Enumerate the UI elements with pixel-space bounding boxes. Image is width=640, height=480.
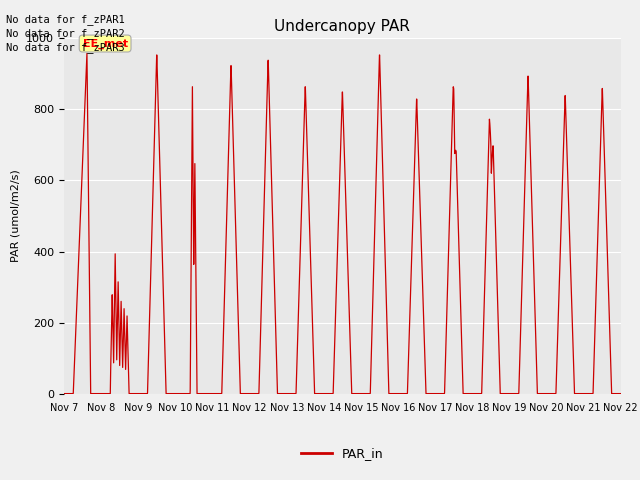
Text: No data for f_zPAR1: No data for f_zPAR1 — [6, 13, 125, 24]
Text: No data for f_zPAR3: No data for f_zPAR3 — [6, 42, 125, 53]
Text: No data for f_zPAR2: No data for f_zPAR2 — [6, 28, 125, 39]
Text: EE_met: EE_met — [83, 38, 128, 48]
Y-axis label: PAR (umol/m2/s): PAR (umol/m2/s) — [11, 169, 20, 263]
Title: Undercanopy PAR: Undercanopy PAR — [275, 20, 410, 35]
Legend: PAR_in: PAR_in — [296, 443, 389, 466]
